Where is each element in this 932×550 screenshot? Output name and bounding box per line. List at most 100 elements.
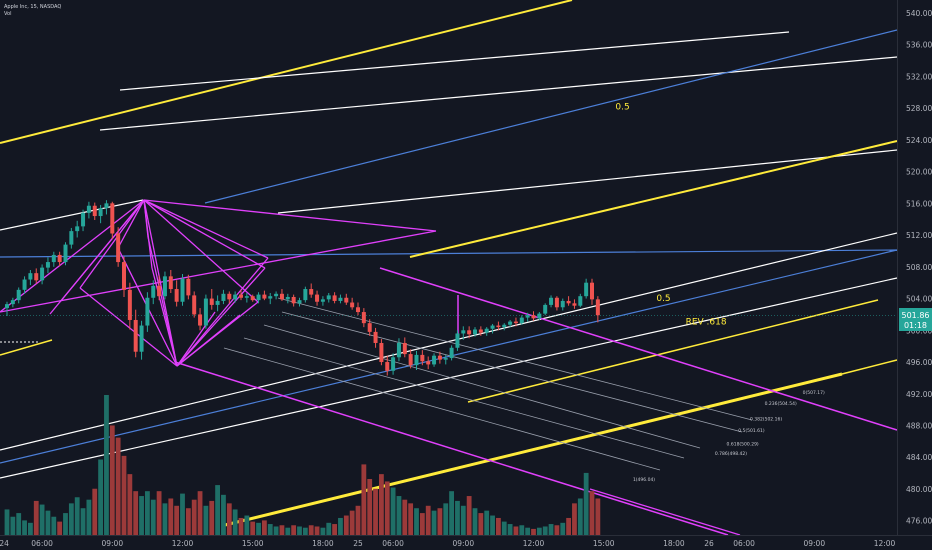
time-tick-label: 18:00 <box>663 539 685 548</box>
candle-body <box>338 297 343 301</box>
candle-body <box>69 231 74 245</box>
volume-bar <box>63 513 68 535</box>
volume-bar <box>291 525 297 535</box>
volume-bar <box>127 474 133 535</box>
volume-bar <box>472 508 478 535</box>
pitchfork-fan-line <box>176 267 266 367</box>
volume-bar <box>496 517 501 535</box>
fib-extension-line <box>223 347 661 471</box>
candle-body <box>373 331 378 343</box>
median-blue-line <box>204 29 898 204</box>
candle-body <box>461 330 466 334</box>
candle-body <box>81 212 86 227</box>
volume-bar <box>98 459 103 535</box>
candle-body <box>402 342 407 355</box>
volume-bar <box>133 491 139 535</box>
candle-body <box>519 317 524 324</box>
volume-bar <box>361 464 367 535</box>
candle-body <box>57 254 62 263</box>
time-tick-label: 24 <box>0 539 9 548</box>
volume-bar <box>314 526 320 535</box>
pitchfork-upper-line <box>0 0 573 144</box>
volume-bar <box>203 505 209 535</box>
candle-body <box>449 347 454 359</box>
pitchfork-fan-line <box>0 230 437 313</box>
price-tick-label: 512.00 <box>906 231 932 240</box>
volume-bar <box>408 503 414 535</box>
price-tick-label: 528.00 <box>906 104 932 113</box>
candle-body <box>40 267 45 281</box>
volume-bar <box>10 516 16 535</box>
volume-bar <box>589 491 595 535</box>
candle-body <box>28 273 33 280</box>
volume-bar <box>519 525 525 535</box>
price-tick-label: 532.00 <box>906 72 932 81</box>
volume-bar <box>531 528 536 535</box>
candle-body <box>344 297 349 303</box>
volume-bar <box>566 517 571 535</box>
volume-bar <box>490 515 495 535</box>
candle-body <box>98 208 103 217</box>
volume-bar <box>145 491 150 535</box>
fib-label: 0.5 <box>656 294 670 304</box>
fib-extension-line <box>243 337 685 459</box>
candle-body <box>473 329 477 335</box>
time-tick-label: 09:00 <box>803 539 825 548</box>
candle-body <box>595 299 600 316</box>
volume-bar <box>536 527 542 535</box>
volume-bar <box>297 526 302 535</box>
candle-body <box>478 329 483 333</box>
volume-bar <box>525 527 531 535</box>
candle-body <box>279 293 284 300</box>
candle-body <box>209 298 214 305</box>
fib-extension-line <box>281 311 743 433</box>
price-tick-label: 484.00 <box>906 453 932 462</box>
volume-bar <box>466 496 472 535</box>
candle-body <box>174 289 179 302</box>
price-tick-label: 540.00 <box>906 9 932 18</box>
fib-level-label: 0.5(501.61) <box>738 428 765 434</box>
candles-layer <box>5 200 600 376</box>
candle-body <box>426 361 431 365</box>
volume-bar <box>425 505 431 535</box>
channel-white-left <box>0 199 144 231</box>
volume-bar <box>39 504 45 535</box>
candle-body <box>51 254 56 263</box>
time-tick-label: 06:00 <box>31 539 53 548</box>
candle-body <box>227 293 232 300</box>
candle-body <box>133 319 138 352</box>
candle-body <box>291 296 296 304</box>
candle-body <box>110 203 115 234</box>
pitchfork-fan-line <box>176 257 269 367</box>
time-tick-label: 06:00 <box>382 539 404 548</box>
price-tick-label: 536.00 <box>906 41 932 50</box>
pitchfork-fan-line <box>143 199 269 259</box>
volume-bar <box>115 437 121 535</box>
symbol-title: Apple Inc, 15, NASDAQ <box>4 4 61 10</box>
volume-bar <box>156 491 162 535</box>
volume-bar <box>45 510 51 535</box>
volume-bar <box>302 527 308 535</box>
volume-bar <box>478 513 484 535</box>
time-axis[interactable]: 24 06:00 09:00 12:00 15:00 18:00 25 06:00 09:00 1… <box>0 539 896 548</box>
last-price-tag: 501.86 01:18 <box>899 308 932 331</box>
pitchfork-fan-line <box>151 267 178 367</box>
candle-body <box>502 324 507 328</box>
pitchfork-fan-line <box>0 199 145 313</box>
volume-bar <box>460 505 466 535</box>
volume-bar <box>121 455 127 535</box>
candle-body <box>396 342 401 358</box>
volume-bar <box>226 503 232 535</box>
support-yellow-line <box>467 299 879 403</box>
candle-body <box>250 296 255 301</box>
candle-body <box>215 300 220 305</box>
fib-level-label: 0.618(500.29) <box>727 441 759 447</box>
candle-body <box>332 295 337 301</box>
magenta-downtrend-line <box>379 267 898 431</box>
volume-bar <box>554 525 560 535</box>
pitchfork-fan-line <box>79 199 145 289</box>
price-tick-label: 492.00 <box>906 390 932 399</box>
candle-body <box>92 205 97 217</box>
candle-body <box>139 325 144 352</box>
